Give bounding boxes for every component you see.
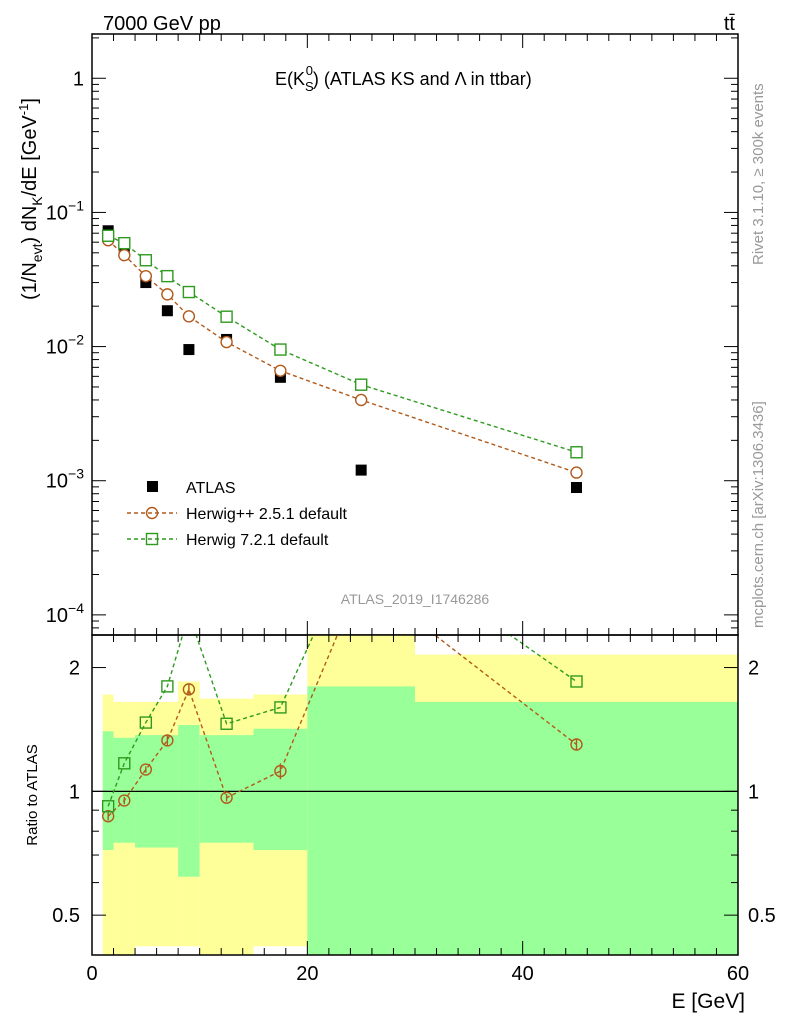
x-axis-label: E [GeV] bbox=[671, 990, 745, 1013]
main-y-axis: 1 10−1 10−2 10−3 10−4 bbox=[46, 34, 739, 635]
uncertainty-band-green bbox=[199, 735, 254, 843]
herwigpp-point bbox=[182, 310, 196, 323]
herwigpp-line bbox=[107, 239, 577, 474]
mcplots-label: mcplots.cern.ch [arXiv:1306.3436] bbox=[750, 401, 767, 628]
atlas-data-point bbox=[161, 305, 173, 317]
main-y-tick-label: 10−3 bbox=[46, 466, 84, 493]
herwig7-point bbox=[139, 254, 153, 267]
herwig7-point bbox=[118, 236, 131, 250]
main-title: E(KS0) (ATLAS KS and Λ in ttbar) bbox=[275, 63, 532, 94]
atlas-data-point bbox=[140, 277, 152, 289]
ratio-y-tick-label-right: 1 bbox=[748, 781, 759, 803]
ratio-herwigpp-line bbox=[107, 635, 577, 817]
main-y-tick-label: 1 bbox=[73, 68, 84, 90]
herwig7-point bbox=[182, 285, 196, 299]
ratio-herwig7-point bbox=[161, 680, 174, 693]
x-tick-label: 60 bbox=[727, 963, 749, 985]
herwig7-point bbox=[354, 378, 368, 391]
legend: ATLAS Herwig++ 2.5.1 default Herwig 7.2.… bbox=[127, 480, 348, 549]
herwig7-point bbox=[274, 343, 287, 356]
ratio-herwigpp-point bbox=[182, 683, 196, 696]
legend-atlas-label: ATLAS bbox=[186, 480, 236, 497]
main-y-tick-label: 10−2 bbox=[46, 332, 84, 359]
main-panel: 1 10−1 10−2 10−3 10−4 E(KS0) (ATLAS KS and Λ… bbox=[16, 33, 739, 636]
atlas-data-point bbox=[355, 464, 367, 476]
atlas-data-point bbox=[571, 482, 582, 494]
atlas-data-point bbox=[183, 344, 195, 356]
ratio-herwigpp-point bbox=[101, 810, 115, 823]
ratio-y-tick-label: 2 bbox=[69, 658, 80, 680]
herwigpp-point bbox=[118, 248, 131, 262]
ratio-panel: 0.5 0.51 12 20 20 40 60 Ratio to ATLAS E [GeV] bbox=[24, 634, 776, 1013]
herwig7-point bbox=[101, 229, 115, 242]
herwigpp-point bbox=[274, 364, 287, 377]
ratio-plot-content bbox=[92, 635, 738, 955]
legend-herwigpp-label: Herwig++ 2.5.1 default bbox=[186, 506, 348, 523]
uncertainty-band-green bbox=[253, 728, 308, 851]
herwig7-line bbox=[107, 235, 577, 453]
uncertainty-band-green bbox=[178, 724, 200, 877]
legend-herwig7-label: Herwig 7.2.1 default bbox=[186, 532, 329, 549]
herwigpp-point bbox=[354, 393, 368, 407]
main-ylabel: (1/Nevt) dNK/dE [GeV-1] bbox=[16, 98, 45, 300]
herwigpp-point bbox=[220, 335, 233, 349]
ratio-herwig7-point bbox=[570, 675, 583, 688]
legend-herwig7-marker bbox=[145, 532, 159, 546]
main-y-tick-label: 10−1 bbox=[46, 197, 84, 224]
ratio-herwigpp-point bbox=[139, 763, 153, 776]
x-tick-label: 40 bbox=[512, 963, 534, 985]
uncertainty-band-green bbox=[307, 686, 415, 955]
main-y-tick-label: 10−4 bbox=[46, 600, 84, 627]
ratio-herwig7-point bbox=[274, 701, 287, 714]
ratio-y-tick-label: 1 bbox=[69, 781, 80, 803]
ratio-ylabel: Ratio to ATLAS bbox=[24, 744, 41, 845]
legend-herwigpp-marker bbox=[145, 506, 159, 520]
ratio-herwigpp-point bbox=[118, 794, 131, 807]
header-right: tt̄ bbox=[724, 13, 736, 35]
ratio-herwigpp-point bbox=[274, 764, 287, 778]
rivet-label: Rivet 3.1.10, ≥ 300k events bbox=[750, 83, 767, 265]
herwigpp-point bbox=[161, 288, 174, 301]
analysis-watermark: ATLAS_2019_I1746286 bbox=[341, 591, 490, 607]
main-plot-content bbox=[101, 225, 583, 494]
ratio-herwig7-point bbox=[101, 800, 115, 813]
ratio-clipped-group bbox=[92, 635, 738, 955]
ratio-herwig7-point bbox=[139, 716, 153, 729]
ratio-y-tick-label: 0.5 bbox=[52, 905, 80, 927]
x-tick-label: 0 bbox=[86, 963, 97, 985]
herwig7-point bbox=[570, 446, 583, 459]
ratio-herwigpp-point bbox=[161, 734, 174, 747]
legend-atlas-marker bbox=[147, 481, 158, 492]
ratio-axes: 0.5 0.51 12 20 20 40 60 bbox=[52, 635, 776, 985]
ratio-herwig7-point bbox=[220, 717, 233, 730]
herwigpp-point bbox=[139, 269, 153, 283]
ratio-herwigpp-point bbox=[220, 791, 233, 804]
ratio-herwig7-point bbox=[118, 757, 131, 770]
uncertainty-band-green bbox=[102, 731, 114, 851]
ratio-herwigpp-point bbox=[570, 738, 583, 751]
atlas-data-point bbox=[274, 371, 286, 383]
herwigpp-point bbox=[570, 466, 583, 479]
ratio-y-tick-label-right: 2 bbox=[748, 658, 759, 680]
herwig7-point bbox=[220, 310, 233, 323]
herwig7-point bbox=[161, 269, 174, 283]
x-tick-label: 20 bbox=[296, 963, 318, 985]
ratio-y-tick-label-right: 0.5 bbox=[748, 905, 776, 927]
header-left: 7000 GeV pp bbox=[103, 13, 221, 35]
